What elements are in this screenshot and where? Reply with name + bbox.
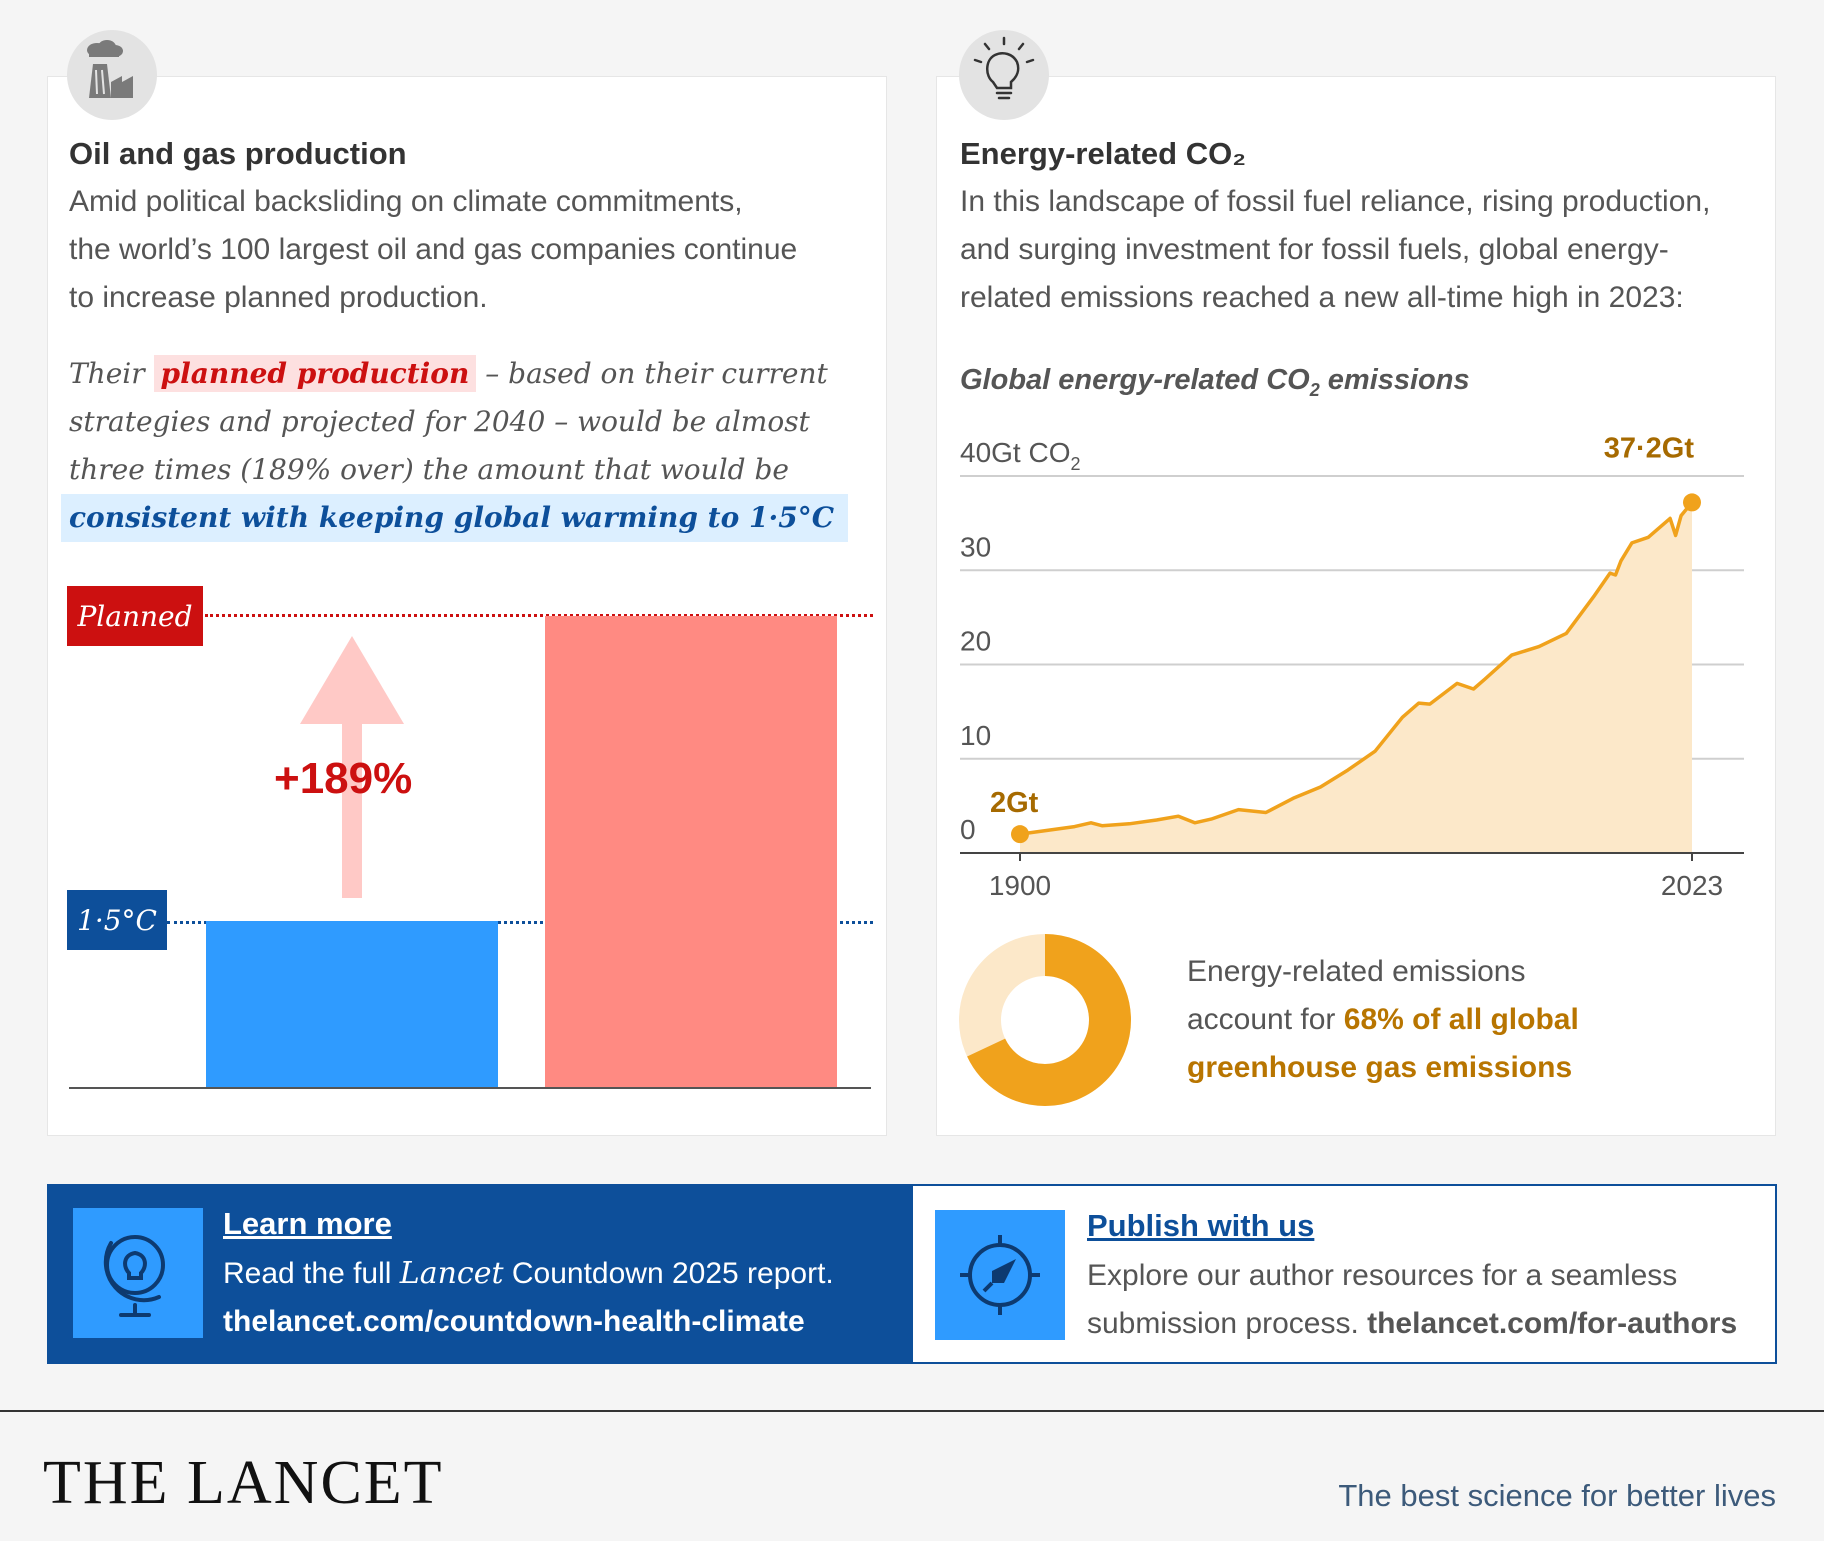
factory-icon [67, 30, 157, 120]
lightbulb-icon [959, 30, 1049, 120]
compass-icon [935, 1210, 1065, 1340]
emissions-line [1019, 501, 1694, 836]
footer-rule [0, 1410, 1824, 1412]
publish-line2-pre: submission process. [1087, 1307, 1368, 1340]
planned-ref-line [205, 614, 873, 617]
para-line1-post: – based on their current [476, 357, 828, 390]
planned-production-highlight: planned production [153, 355, 477, 392]
right-intro-line: In this landscape of fossil fuel relianc… [960, 185, 1711, 218]
start-point [1011, 825, 1029, 844]
start-value-label: 2Gt [990, 787, 1039, 819]
consistent-highlight: consistent with keeping global warming t… [61, 494, 849, 542]
onefive-ref-label: 1·5°C [67, 890, 167, 950]
x-tick-label: 2023 [1661, 870, 1723, 901]
learn-more-em: Lancet [399, 1256, 504, 1291]
y-tick-label: 20 [960, 626, 991, 657]
y-tick-label: 0 [960, 814, 976, 845]
y-tick-label: 30 [960, 531, 991, 562]
bar-planned [545, 616, 837, 1088]
co2-title-post: emissions [1319, 364, 1470, 396]
donut-line2-em: 68% of all global [1343, 1003, 1579, 1036]
x-tick-label: 1900 [989, 870, 1051, 901]
emissions-share-donut [959, 934, 1131, 1106]
donut-line2-pre: account for [1187, 1003, 1344, 1036]
increase-arrow-icon [300, 636, 404, 898]
co2-area-chart: 0 10 20 30 40Gt CO2 1900 2023 2Gt 37·2Gt [960, 432, 1744, 901]
donut-caption: Energy-related emissions account for 68%… [1187, 948, 1627, 1092]
publish-text: Explore our author resources for a seaml… [1087, 1252, 1737, 1348]
learn-more-pre: Read the full [223, 1257, 400, 1290]
right-title: Energy-related CO₂ [960, 136, 1246, 171]
para-line2: strategies and projected for 2040 – woul… [69, 405, 810, 438]
bar-onefive [206, 921, 498, 1088]
left-intro-line: the world’s 100 largest oil and gas comp… [69, 233, 798, 266]
right-intro-line: and surging investment for fossil fuels,… [960, 233, 1669, 266]
right-intro-line: related emissions reached a new all-time… [960, 281, 1684, 314]
co2-title-sub: 2 [1309, 379, 1320, 400]
planned-ref-label: Planned [67, 586, 203, 646]
emissions-area [1020, 502, 1692, 853]
right-intro: In this landscape of fossil fuel relianc… [960, 178, 1710, 322]
globe-lightbulb-icon [73, 1208, 203, 1338]
increase-percent-label: +189% [274, 754, 413, 803]
lancet-logo: THE LANCET [43, 1449, 444, 1517]
y-tick-label: 10 [960, 720, 991, 751]
end-value-label: 37·2Gt [1604, 432, 1695, 464]
para-pre: Their [69, 357, 145, 390]
co2-title-pre: Global energy-related CO [960, 364, 1310, 396]
publish-banner: Publish with us Explore our author resou… [913, 1184, 1777, 1364]
para-line3: three times (189% over) the amount that … [69, 453, 789, 486]
left-intro-line: Amid political backsliding on climate co… [69, 185, 743, 218]
publish-line1: Explore our author resources for a seaml… [1087, 1259, 1678, 1292]
authors-url-link[interactable]: thelancet.com/for-authors [1367, 1307, 1738, 1340]
learn-more-text: Read the full Lancet Countdown 2025 repo… [223, 1250, 834, 1346]
end-point [1683, 493, 1701, 512]
donut-line1: Energy-related emissions [1187, 955, 1526, 988]
footer-tagline: The best science for better lives [1338, 1478, 1776, 1513]
donut-share-slice [959, 934, 1131, 1106]
countdown-url-link[interactable]: thelancet.com/countdown-health-climate [223, 1305, 805, 1338]
left-title: Oil and gas production [69, 136, 407, 171]
onefive-ref-line [167, 921, 873, 924]
bar-chart-baseline [69, 1087, 871, 1089]
learn-more-banner: Learn more Read the full Lancet Countdow… [47, 1184, 913, 1364]
learn-more-link[interactable]: Learn more [223, 1206, 392, 1241]
left-intro: Amid political backsliding on climate co… [69, 178, 797, 322]
y-axis-unit-label: 40Gt CO2 [960, 437, 1081, 474]
co2-chart-title: Global energy-related CO2 emissions [960, 364, 1470, 401]
left-intro-line: to increase planned production. [69, 281, 488, 314]
donut-line3-em: greenhouse gas emissions [1187, 1051, 1573, 1084]
publish-link[interactable]: Publish with us [1087, 1208, 1315, 1243]
left-italic-paragraph: Their planned production – based on thei… [61, 350, 849, 542]
learn-more-post: Countdown 2025 report. [503, 1257, 834, 1290]
